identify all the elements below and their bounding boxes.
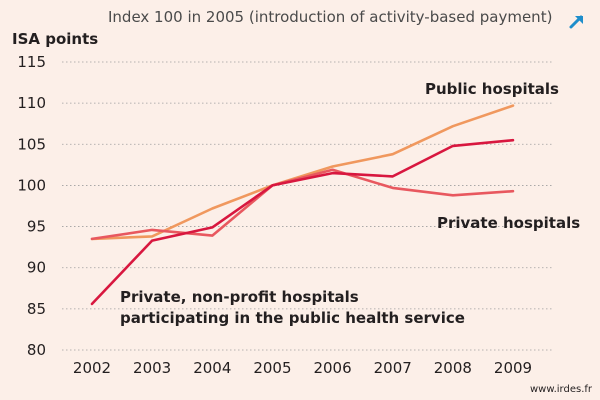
y-tick-label: 105 (17, 135, 46, 153)
y-tick-label: 115 (17, 53, 46, 71)
x-tick-label: 2007 (374, 359, 412, 377)
x-tick-label: 2008 (434, 359, 472, 377)
x-tick-label: 2009 (494, 359, 532, 377)
expand-arrow-icon[interactable] (568, 12, 586, 30)
series-label-private-hospitals: Private hospitals (437, 214, 580, 232)
series-line-1 (90, 168, 515, 241)
x-tick-label: 2004 (193, 359, 231, 377)
x-tick-label: 2006 (313, 359, 351, 377)
x-tick-label: 2002 (73, 359, 111, 377)
grid-layer (62, 61, 552, 351)
y-tick-label: 80 (27, 341, 46, 359)
source-credit: www.irdes.fr (530, 384, 593, 395)
y-axis-label: ISA points (12, 30, 98, 48)
x-tick-labels: 2002 2003 2004 2005 2006 2007 2008 2009 (73, 359, 532, 377)
series-lines (90, 104, 515, 306)
x-tick-label: 2003 (133, 359, 171, 377)
y-tick-label: 85 (27, 300, 46, 318)
y-tick-label: 95 (27, 218, 46, 236)
x-tick-label: 2005 (253, 359, 291, 377)
y-tick-label: 100 (17, 176, 46, 194)
y-tick-labels: 115 110 105 100 95 90 85 80 (17, 53, 46, 359)
chart-subtitle: Index 100 in 2005 (introduction of activ… (108, 8, 552, 26)
y-tick-label: 90 (27, 259, 46, 277)
series-label-private-nonprofit-line2: participating in the public health servi… (120, 309, 465, 327)
series-label-private-nonprofit-line1: Private, non-profit hospitals (120, 288, 359, 306)
series-label-public-hospitals: Public hospitals (425, 80, 559, 98)
y-tick-label: 110 (17, 94, 46, 112)
series-line-2 (90, 138, 515, 306)
